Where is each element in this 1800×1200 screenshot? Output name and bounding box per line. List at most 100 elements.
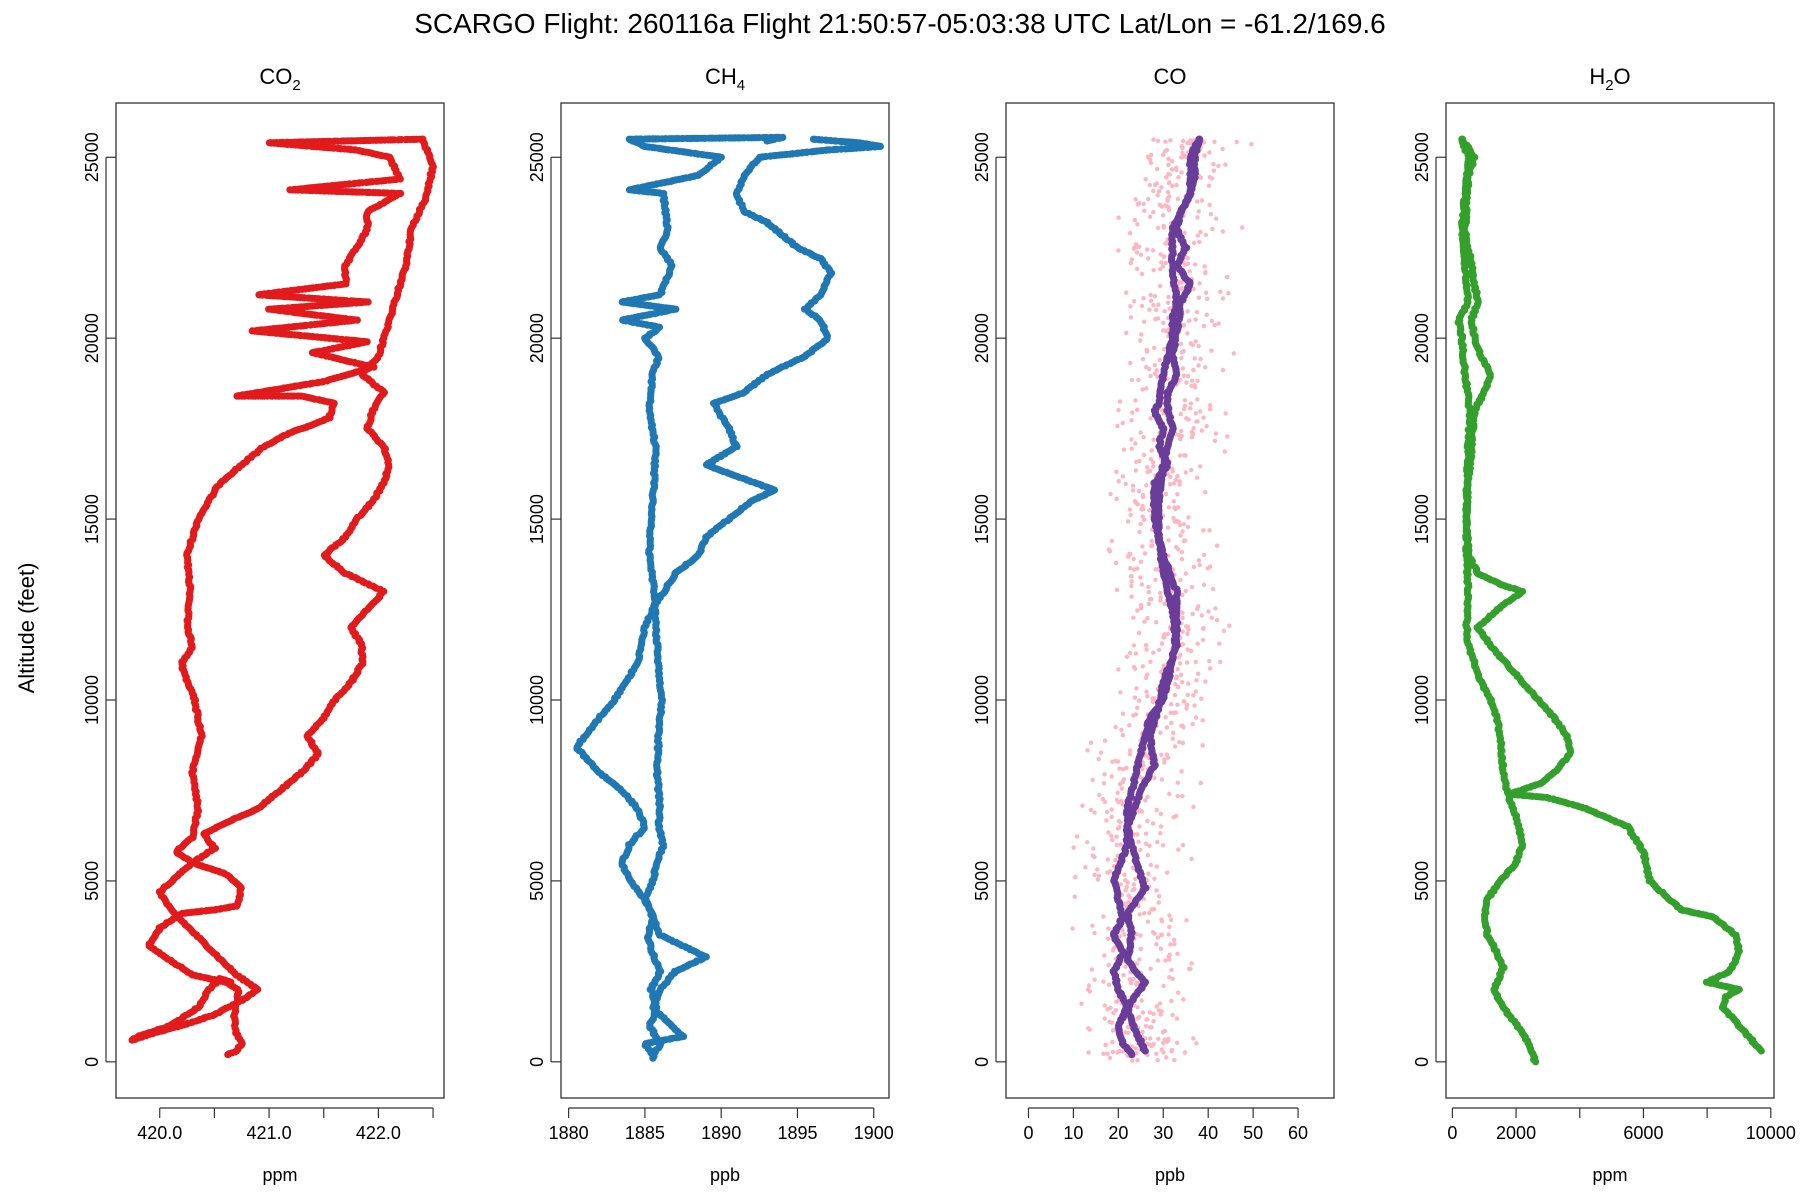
data-point bbox=[1155, 374, 1160, 380]
data-point bbox=[1180, 610, 1185, 616]
data-point bbox=[1163, 328, 1168, 333]
data-point bbox=[1098, 750, 1104, 755]
data-point bbox=[1161, 320, 1166, 326]
data-point bbox=[1156, 647, 1162, 653]
data-point bbox=[1240, 225, 1245, 230]
data-point bbox=[1145, 616, 1150, 621]
data-point bbox=[1209, 176, 1215, 181]
data-point bbox=[1185, 660, 1190, 665]
data-point bbox=[1144, 483, 1149, 488]
data-point bbox=[1101, 781, 1107, 786]
data-point bbox=[1134, 686, 1139, 691]
data-point bbox=[1106, 962, 1111, 968]
data-point bbox=[1141, 435, 1146, 440]
data-point bbox=[1137, 698, 1142, 703]
data-point bbox=[1180, 145, 1185, 151]
data-point bbox=[1168, 474, 1173, 480]
data-point bbox=[1163, 260, 1169, 266]
data-point bbox=[1163, 715, 1168, 720]
data-point bbox=[1142, 619, 1147, 624]
data-point bbox=[1128, 260, 1134, 266]
data-point bbox=[1193, 689, 1199, 694]
data-point bbox=[1114, 834, 1119, 839]
data-point bbox=[1153, 620, 1159, 625]
data-point bbox=[1179, 550, 1185, 555]
data-point bbox=[1136, 839, 1141, 844]
data-point bbox=[1135, 1058, 1140, 1063]
data-point bbox=[1184, 702, 1190, 708]
data-point bbox=[1155, 839, 1160, 845]
data-point bbox=[1169, 998, 1174, 1004]
data-point bbox=[1191, 286, 1196, 292]
data-point bbox=[1184, 380, 1189, 385]
x-tick-label: 1895 bbox=[777, 1123, 817, 1143]
data-point bbox=[1116, 248, 1121, 253]
data-point bbox=[1129, 257, 1135, 262]
data-point bbox=[1118, 842, 1124, 847]
data-point bbox=[1131, 713, 1136, 718]
data-point bbox=[1137, 458, 1142, 464]
data-point bbox=[1159, 777, 1165, 782]
data-point bbox=[1110, 1049, 1116, 1055]
data-point bbox=[1146, 589, 1152, 595]
data-point bbox=[1201, 626, 1206, 631]
data-point bbox=[1178, 341, 1184, 346]
data-point bbox=[1156, 894, 1162, 899]
data-point bbox=[1180, 366, 1186, 371]
data-point bbox=[1192, 703, 1197, 708]
data-point bbox=[1154, 888, 1159, 893]
data-point bbox=[1205, 296, 1210, 301]
y-tick-label: 15000 bbox=[82, 494, 102, 544]
data-point bbox=[1134, 980, 1140, 985]
data-point bbox=[1104, 818, 1109, 823]
data-point bbox=[1103, 1042, 1108, 1048]
data-point bbox=[1220, 146, 1225, 152]
x-tick-label: 1885 bbox=[625, 1123, 665, 1143]
y-tick-label: 10000 bbox=[527, 675, 547, 725]
y-tick-label: 5000 bbox=[1412, 861, 1432, 901]
data-point bbox=[1151, 1019, 1156, 1024]
data-point bbox=[1116, 818, 1122, 824]
data-point bbox=[1131, 882, 1137, 887]
panel-title-tail: O bbox=[1614, 64, 1631, 89]
data-point bbox=[1151, 460, 1156, 465]
data-point bbox=[1122, 1030, 1128, 1035]
data-point bbox=[1218, 289, 1223, 294]
data-point bbox=[1116, 407, 1121, 413]
data-point bbox=[1139, 507, 1144, 512]
data-point bbox=[1117, 399, 1123, 404]
data-point bbox=[1189, 467, 1194, 473]
panel-title-main: CH bbox=[705, 64, 737, 89]
data-point bbox=[1150, 930, 1156, 935]
y-tick-label: 5000 bbox=[82, 861, 102, 901]
data-point bbox=[1206, 609, 1211, 614]
data-point bbox=[1085, 748, 1090, 753]
data-point bbox=[1179, 428, 1184, 434]
data-point bbox=[1183, 453, 1188, 458]
data-point bbox=[1140, 1029, 1145, 1035]
data-point bbox=[1194, 1041, 1199, 1046]
data-point bbox=[1203, 489, 1208, 495]
series-group bbox=[573, 133, 885, 1062]
data-point bbox=[1136, 377, 1141, 383]
data-point bbox=[1134, 1051, 1139, 1056]
data-point bbox=[1138, 847, 1143, 853]
data-point bbox=[1165, 755, 1171, 760]
data-point bbox=[1167, 180, 1172, 185]
data-point bbox=[1145, 919, 1151, 924]
data-point bbox=[1221, 628, 1227, 634]
data-point bbox=[1118, 882, 1123, 887]
data-point bbox=[1169, 967, 1174, 973]
data-point bbox=[1127, 723, 1132, 728]
data-point bbox=[1123, 888, 1128, 893]
data-point bbox=[1120, 474, 1126, 479]
data-point bbox=[1188, 341, 1193, 346]
data-point bbox=[1176, 547, 1181, 552]
data-point bbox=[1131, 298, 1137, 304]
data-point bbox=[1092, 810, 1097, 815]
data-point bbox=[1174, 1040, 1180, 1046]
data-point bbox=[1158, 252, 1163, 257]
x-tick-label: 60 bbox=[1288, 1123, 1308, 1143]
